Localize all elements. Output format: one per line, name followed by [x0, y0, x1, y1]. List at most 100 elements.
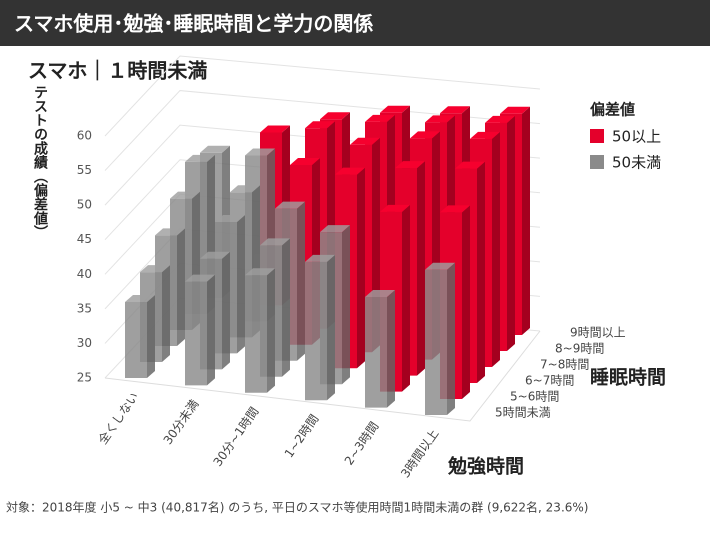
bar-top — [380, 204, 410, 212]
bar-side — [492, 131, 500, 367]
bar-top — [200, 145, 230, 153]
bar-side — [237, 215, 245, 354]
x-tick-label: 30分~1時間 — [210, 404, 261, 469]
x-axis-title: 勉強時間 — [447, 455, 524, 478]
bar-side — [282, 238, 290, 377]
bar-top — [170, 191, 200, 199]
bar-top — [260, 238, 290, 246]
x-tick-label: 2~3時間 — [342, 419, 382, 467]
bar-side — [477, 161, 485, 383]
bar-side — [462, 205, 470, 399]
z-tick-label: 7~8時間 — [540, 358, 589, 372]
bar-top — [185, 274, 215, 282]
grid-line — [104, 90, 541, 171]
x-tick-label: 3時間以上 — [398, 427, 441, 481]
bar-top — [305, 254, 335, 262]
bar-top — [230, 185, 260, 193]
bar — [245, 268, 275, 393]
bar-top — [335, 167, 365, 175]
bar-top — [260, 125, 290, 133]
bar-side — [327, 254, 335, 401]
bar-top — [500, 106, 530, 114]
legend-title: 偏差値 — [590, 101, 635, 119]
bar-top — [395, 161, 425, 169]
bar-top — [425, 262, 455, 270]
x-tick-label: 全くしない — [95, 389, 142, 447]
bar-top — [365, 114, 395, 122]
bar-side — [507, 115, 515, 351]
y-tick-label: 25 — [77, 371, 92, 385]
bar-top — [410, 131, 440, 139]
bar-side — [222, 251, 230, 370]
y-tick-label: 30 — [77, 336, 92, 350]
chart-title: スマホ｜１時間未満 — [28, 59, 207, 83]
bar-top — [470, 131, 500, 139]
legend-label: 50以上 — [612, 128, 661, 146]
bar-side — [177, 228, 185, 346]
bar-top — [425, 115, 455, 123]
bar-side — [342, 225, 350, 385]
bar-top — [290, 158, 320, 166]
bar-top — [380, 105, 410, 113]
floor-edge — [104, 330, 541, 422]
x-tick-label: 30分未満 — [161, 397, 202, 447]
grid-line — [104, 55, 541, 137]
bar — [185, 274, 215, 386]
legend-swatch — [590, 129, 604, 143]
y-tick-label: 55 — [77, 163, 92, 177]
bar-front — [425, 269, 447, 415]
bar-top — [320, 112, 350, 120]
bar-side — [297, 201, 305, 361]
bar-side — [387, 289, 395, 408]
bar-side — [162, 265, 170, 362]
z-tick-label: 6~7時間 — [525, 374, 574, 388]
bar-top — [215, 215, 245, 223]
x-tick-label: 1~2時間 — [282, 412, 322, 460]
bar — [425, 262, 455, 415]
y-tick-label: 50 — [77, 198, 92, 212]
z-axis-title: 睡眠時間 — [590, 367, 666, 389]
bar-top — [440, 106, 470, 114]
header: スマホ使用･勉強･睡眠時間と学力の関係 — [14, 12, 373, 36]
bar-top — [200, 251, 230, 259]
bar-front — [185, 281, 207, 386]
bar-top — [305, 121, 335, 129]
bar — [305, 254, 335, 401]
y-tick-label: 40 — [77, 267, 92, 281]
bar-front — [125, 301, 147, 378]
bar-top — [350, 137, 380, 145]
bar-top — [125, 294, 155, 302]
bar-top — [155, 228, 185, 236]
z-tick-label: 5時間未満 — [495, 406, 551, 420]
bar-side — [207, 274, 215, 386]
y-tick-label: 35 — [77, 301, 92, 315]
legend: 偏差値 50以上 50未満 — [590, 101, 661, 172]
bar-front — [305, 261, 327, 401]
legend-swatch — [590, 155, 604, 169]
bar-top — [485, 115, 515, 123]
y-tick-label: 45 — [77, 232, 92, 246]
y-tick-label: 60 — [77, 129, 92, 143]
y-axis-title: テストの成績（偏差値） — [32, 85, 49, 239]
bar-side — [357, 167, 365, 369]
bar-top — [185, 154, 215, 162]
bar-top — [365, 289, 395, 297]
bar-side — [417, 161, 425, 376]
bar-top — [455, 161, 485, 169]
bar-top — [245, 268, 275, 276]
bar-top — [320, 225, 350, 233]
bar-side — [402, 204, 410, 392]
bar-front — [365, 296, 387, 408]
bar — [365, 289, 395, 408]
bar-top — [245, 148, 275, 156]
bar-front — [245, 275, 267, 393]
header-bar — [0, 0, 710, 46]
z-tick-label: 9時間以上 — [570, 326, 626, 340]
bar-side — [447, 262, 455, 415]
bar-side — [147, 294, 155, 378]
z-tick-label: 8~9時間 — [555, 342, 604, 356]
plot: 25 30 35 40 45 50 55 60 全くしない 30分未満 30分~1時間 1~2時間 2~… — [77, 55, 626, 481]
bar-side — [267, 268, 275, 393]
